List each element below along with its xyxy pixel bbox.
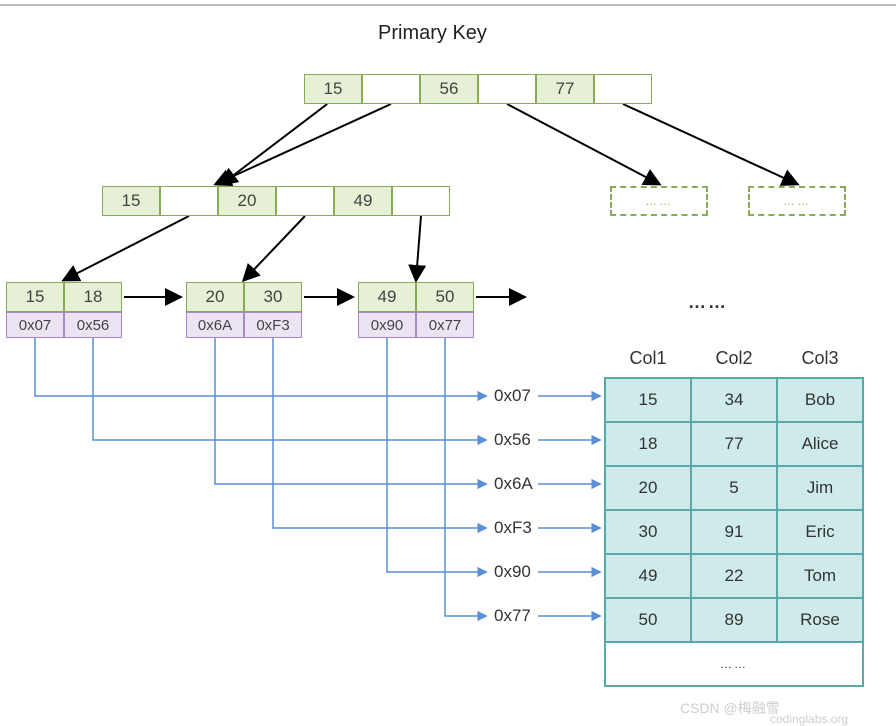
table-row: 3091Eric [605, 510, 863, 554]
table-cell: 20 [605, 466, 691, 510]
leaf2-key-1: 50 [416, 282, 474, 312]
table-cell: 50 [605, 598, 691, 642]
mid-key-2: 49 [334, 186, 392, 216]
root-key-0: 15 [304, 74, 362, 104]
table-cell: 91 [691, 510, 777, 554]
table-cell: 22 [691, 554, 777, 598]
diagram-title: Primary Key [378, 22, 487, 45]
root-key-1: 56 [420, 74, 478, 104]
leaf1-key-0: 20 [186, 282, 244, 312]
mid-key-0: 15 [102, 186, 160, 216]
leaf1-addr-1: 0xF3 [244, 312, 302, 338]
addr-label-3: 0xF3 [494, 518, 532, 538]
table-cell: Jim [777, 466, 863, 510]
mid-ptr-2 [392, 186, 450, 216]
table-cell: Rose [777, 598, 863, 642]
leaf1-key-1: 30 [244, 282, 302, 312]
addr-label-2: 0x6A [494, 474, 533, 494]
mid-key-1: 20 [218, 186, 276, 216]
table-cell: 30 [605, 510, 691, 554]
leaf0-key-0: 15 [6, 282, 64, 312]
table-row: 205Jim [605, 466, 863, 510]
data-table: Col1Col2Col31534Bob1877Alice205Jim3091Er… [604, 342, 864, 687]
table-row: 5089Rose [605, 598, 863, 642]
root-ptr-2 [594, 74, 652, 104]
addr-label-4: 0x90 [494, 562, 531, 582]
table-cell: 49 [605, 554, 691, 598]
table-cell: Alice [777, 422, 863, 466]
mid-ptr-0 [160, 186, 218, 216]
table-cell: 18 [605, 422, 691, 466]
table-header-1: Col2 [691, 342, 777, 378]
addr-label-0: 0x07 [494, 386, 531, 406]
addr-label-1: 0x56 [494, 430, 531, 450]
table-cell: 5 [691, 466, 777, 510]
table-row: 4922Tom [605, 554, 863, 598]
mid-ellipsis: …… [688, 292, 728, 313]
leaf2-addr-0: 0x90 [358, 312, 416, 338]
table-cell: 15 [605, 378, 691, 422]
leaf1-addr-0: 0x6A [186, 312, 244, 338]
table-cell: Bob [777, 378, 863, 422]
table-cell: Eric [777, 510, 863, 554]
table-cell: Tom [777, 554, 863, 598]
leaf0-addr-0: 0x07 [6, 312, 64, 338]
leaf2-key-0: 49 [358, 282, 416, 312]
table-cell: 89 [691, 598, 777, 642]
table-header-2: Col3 [777, 342, 863, 378]
watermark-right: codinglabs.org [770, 712, 848, 726]
table-footer: …… [605, 642, 863, 686]
table-cell: 77 [691, 422, 777, 466]
placeholder-node-2: …… [748, 186, 846, 216]
watermark-left: CSDN @梅融雪 [680, 698, 780, 718]
root-ptr-1 [478, 74, 536, 104]
table-cell: 34 [691, 378, 777, 422]
root-ptr-0 [362, 74, 420, 104]
leaf2-addr-1: 0x77 [416, 312, 474, 338]
leaf0-addr-1: 0x56 [64, 312, 122, 338]
table-header-0: Col1 [605, 342, 691, 378]
mid-ptr-1 [276, 186, 334, 216]
table-row: 1877Alice [605, 422, 863, 466]
placeholder-node-1: …… [610, 186, 708, 216]
addr-label-5: 0x77 [494, 606, 531, 626]
table-row: 1534Bob [605, 378, 863, 422]
root-key-2: 77 [536, 74, 594, 104]
leaf0-key-1: 18 [64, 282, 122, 312]
